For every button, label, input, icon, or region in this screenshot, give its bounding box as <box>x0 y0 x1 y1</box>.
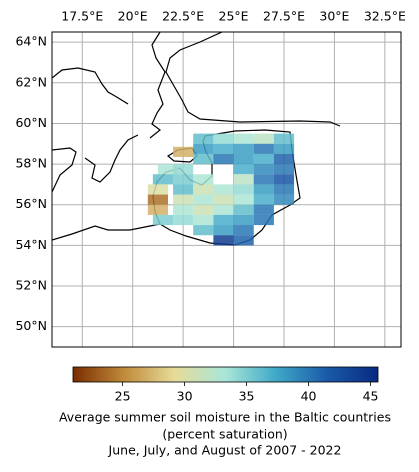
soil-moisture-cell <box>173 214 194 226</box>
x-tick-label: 30°E <box>319 9 349 24</box>
soil-moisture-cell <box>147 194 169 205</box>
soil-moisture-cell <box>253 194 274 205</box>
soil-moisture-cell <box>193 133 214 144</box>
soil-moisture-cell <box>173 174 194 185</box>
soil-moisture-cell <box>173 184 194 195</box>
soil-moisture-cell <box>273 133 295 144</box>
soil-moisture-cell <box>193 143 214 154</box>
x-tick-label: 20°E <box>118 9 148 24</box>
soil-moisture-cell <box>193 194 214 205</box>
soil-moisture-cell <box>213 153 234 165</box>
soil-moisture-cell <box>213 133 234 144</box>
soil-moisture-cell <box>273 174 295 185</box>
y-tick-label: 60°N <box>15 115 47 130</box>
coastline <box>52 67 129 105</box>
coastline <box>52 223 161 241</box>
soil-moisture-cell <box>173 146 194 158</box>
soil-moisture-cell <box>213 225 234 236</box>
soil-moisture-cell <box>233 153 254 165</box>
x-tick-label: 17.5°E <box>61 9 103 24</box>
soil-moisture-cell <box>173 194 194 205</box>
soil-moisture-cell <box>233 214 254 226</box>
y-tick-label: 58°N <box>15 156 47 171</box>
colorbar-label: Average summer soil moisture in the Balt… <box>59 410 391 425</box>
y-tick-label: 54°N <box>15 237 47 252</box>
soil-moisture-cell <box>193 153 214 165</box>
soil-moisture-cell <box>253 153 274 165</box>
y-tick-label: 56°N <box>15 196 47 211</box>
soil-moisture-cell <box>213 184 234 195</box>
x-tick-label: 27.5°E <box>263 9 305 24</box>
soil-moisture-cell <box>233 133 254 144</box>
soil-moisture-cell <box>233 164 254 175</box>
soil-moisture-cell <box>213 214 234 226</box>
coastline <box>84 134 139 183</box>
soil-moisture-cell <box>152 214 174 226</box>
y-tick-label: 52°N <box>15 278 47 293</box>
soil-moisture-cell <box>233 194 254 205</box>
soil-moisture-cell <box>147 204 169 215</box>
map-frame <box>51 31 402 348</box>
soil-moisture-cell <box>273 153 295 165</box>
soil-moisture-cell <box>213 194 234 205</box>
soil-moisture-cell <box>213 204 234 215</box>
soil-moisture-cell <box>193 214 214 226</box>
soil-moisture-cell <box>253 174 274 185</box>
colorbar-tick-label: 25 <box>115 389 131 404</box>
x-tick-label: 32.5°E <box>364 9 406 24</box>
x-tick-label: 22.5°E <box>162 9 204 24</box>
colorbar <box>72 366 379 383</box>
soil-moisture-cell <box>253 184 274 195</box>
soil-moisture-cell <box>193 225 214 236</box>
soil-moisture-cell <box>253 164 274 175</box>
soil-moisture-cell <box>253 133 274 144</box>
colorbar-tick-label: 40 <box>301 389 317 404</box>
y-tick-label: 64°N <box>15 34 47 49</box>
y-tick-label: 62°N <box>15 74 47 89</box>
soil-moisture-cell <box>193 204 214 215</box>
soil-moisture-cell <box>273 194 295 205</box>
soil-moisture-cell <box>273 184 295 195</box>
soil-moisture-cell <box>253 143 274 154</box>
soil-moisture-cell <box>152 174 174 185</box>
colorbar-tick-label: 45 <box>363 389 379 404</box>
soil-moisture-cell <box>253 204 274 215</box>
soil-moisture-cell <box>173 164 194 175</box>
colorbar-tick-label: 35 <box>239 389 255 404</box>
soil-moisture-cell <box>147 184 169 195</box>
soil-moisture-cell <box>193 174 214 185</box>
soil-moisture-cell <box>233 143 254 154</box>
soil-moisture-cell <box>157 164 179 175</box>
soil-moisture-cell <box>233 204 254 215</box>
coastline <box>165 32 341 127</box>
colorbar-label: June, July, and August of 2007 - 2022 <box>108 443 342 458</box>
soil-moisture-cell <box>273 164 295 175</box>
soil-moisture-cell <box>193 184 214 195</box>
soil-moisture-cell <box>173 204 194 215</box>
coastline <box>52 147 77 193</box>
y-tick-label: 50°N <box>15 318 47 333</box>
soil-moisture-cell <box>233 184 254 195</box>
data-cells <box>147 133 295 246</box>
colorbar-tick-label: 30 <box>177 389 193 404</box>
coastline <box>149 32 166 139</box>
soil-moisture-cell <box>213 235 234 246</box>
soil-moisture-cell <box>273 143 295 154</box>
soil-moisture-cell <box>233 225 254 236</box>
soil-moisture-cell <box>233 235 254 246</box>
colorbar-label: (percent saturation) <box>162 427 287 442</box>
soil-moisture-cell <box>253 214 274 226</box>
soil-moisture-cell <box>233 174 254 185</box>
soil-moisture-cell <box>213 143 234 154</box>
x-tick-label: 25°E <box>219 9 249 24</box>
